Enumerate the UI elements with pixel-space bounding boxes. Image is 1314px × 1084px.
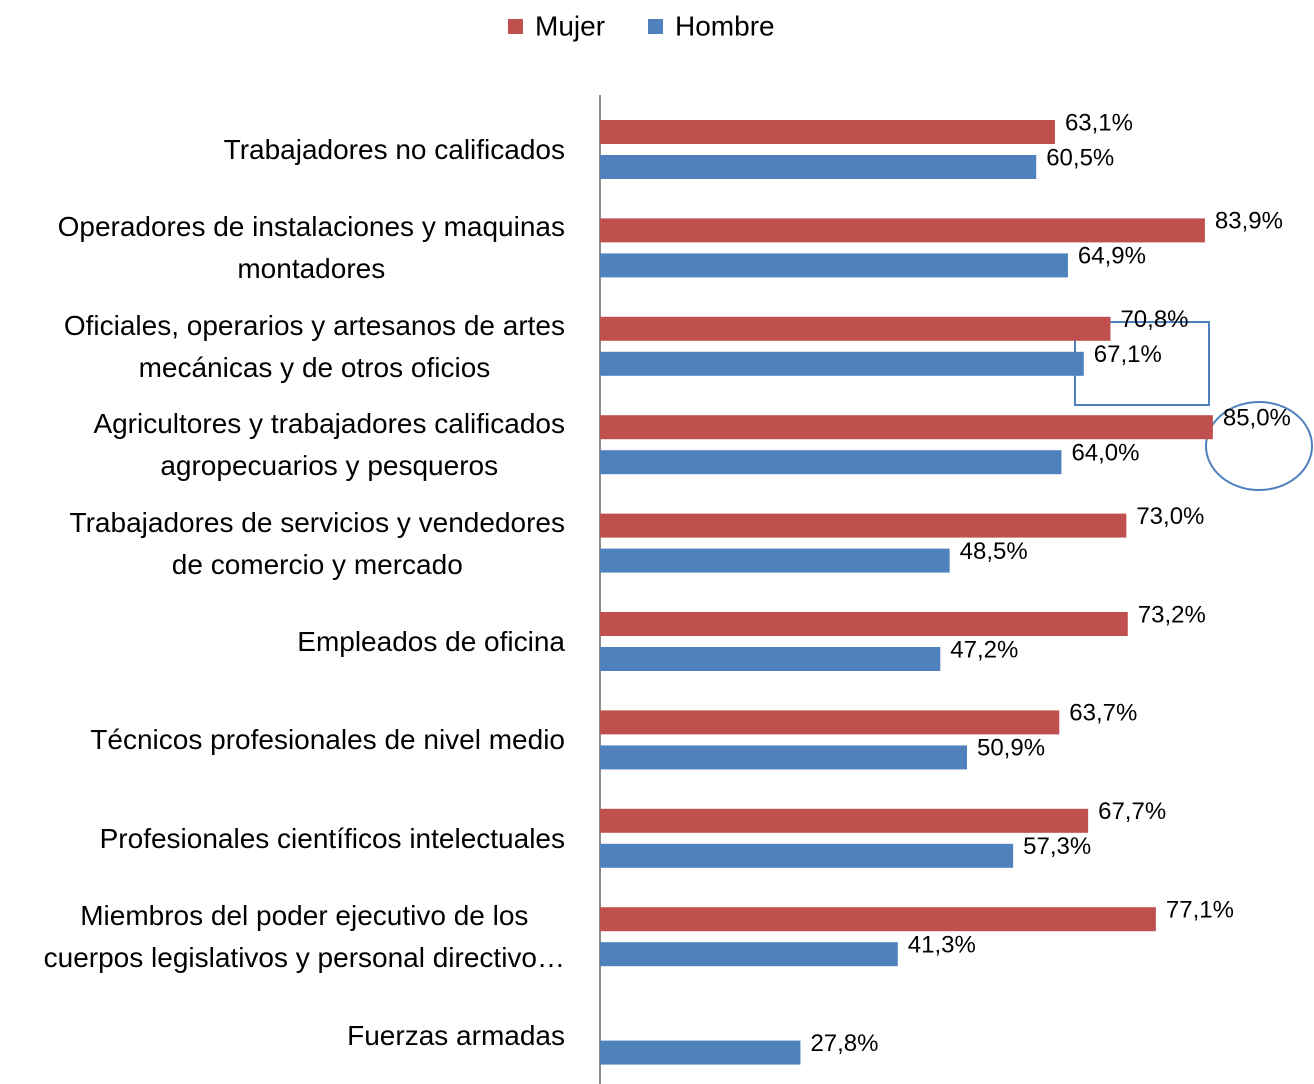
bar [600, 745, 967, 770]
value-label: 77,1% [1166, 897, 1234, 924]
bar [600, 548, 950, 573]
bar [600, 710, 1060, 735]
bar [600, 218, 1205, 243]
value-label: 63,1% [1065, 109, 1133, 136]
bar [600, 1040, 801, 1065]
value-label: 50,9% [977, 735, 1045, 762]
category-label: Trabajadores no calificados [223, 134, 565, 165]
bar [600, 120, 1055, 144]
legend-label: Mujer [535, 10, 605, 41]
value-label: 27,8% [810, 1030, 878, 1057]
category-label: Técnicos profesionales de nivel medio [90, 724, 565, 756]
category-label: Trabajadores de servicios y vendedores d… [69, 506, 565, 580]
value-label: 57,3% [1023, 833, 1091, 860]
highlight-ellipse [1205, 401, 1313, 491]
legend-label: Hombre [675, 10, 775, 41]
value-label: 73,0% [1136, 503, 1204, 530]
value-label: 64,0% [1071, 440, 1139, 467]
legend-swatch [508, 19, 523, 34]
category-label: Miembros del poder ejecutivo de los cuer… [43, 900, 565, 974]
value-label: 83,9% [1215, 208, 1283, 235]
value-label: 41,3% [908, 932, 976, 959]
value-label: 85,0% [1223, 405, 1291, 432]
bar [600, 450, 1062, 475]
value-label: 67,1% [1094, 341, 1162, 368]
value-label: 67,7% [1098, 798, 1166, 825]
value-label: 48,5% [960, 538, 1028, 565]
value-label: 70,8% [1120, 306, 1188, 333]
value-label: 47,2% [950, 636, 1018, 663]
bar [600, 415, 1213, 440]
legend-swatch [648, 19, 663, 34]
bar [600, 907, 1156, 932]
bar [600, 612, 1128, 636]
category-label: Profesionales científicos intelectuales [99, 822, 565, 854]
category-label: Oficiales, operarios y artesanos de arte… [63, 309, 565, 383]
bar [600, 351, 1084, 376]
bar [600, 513, 1127, 538]
category-label: Operadores de instalaciones y maquinas m… [57, 211, 565, 285]
bar [600, 843, 1014, 868]
value-label: 63,7% [1069, 700, 1137, 727]
bar [600, 647, 941, 671]
bar [600, 253, 1068, 278]
category-label: Agricultores y trabajadores calificados … [93, 408, 565, 482]
value-label: 60,5% [1046, 144, 1114, 171]
category-label: Fuerzas armadas [347, 1019, 565, 1051]
bar [600, 942, 898, 967]
value-label: 73,2% [1138, 601, 1206, 628]
category-label: Empleados de oficina [297, 626, 565, 657]
value-label: 64,9% [1078, 243, 1146, 270]
bar [600, 155, 1037, 179]
bar [600, 808, 1089, 833]
bar [600, 316, 1111, 341]
